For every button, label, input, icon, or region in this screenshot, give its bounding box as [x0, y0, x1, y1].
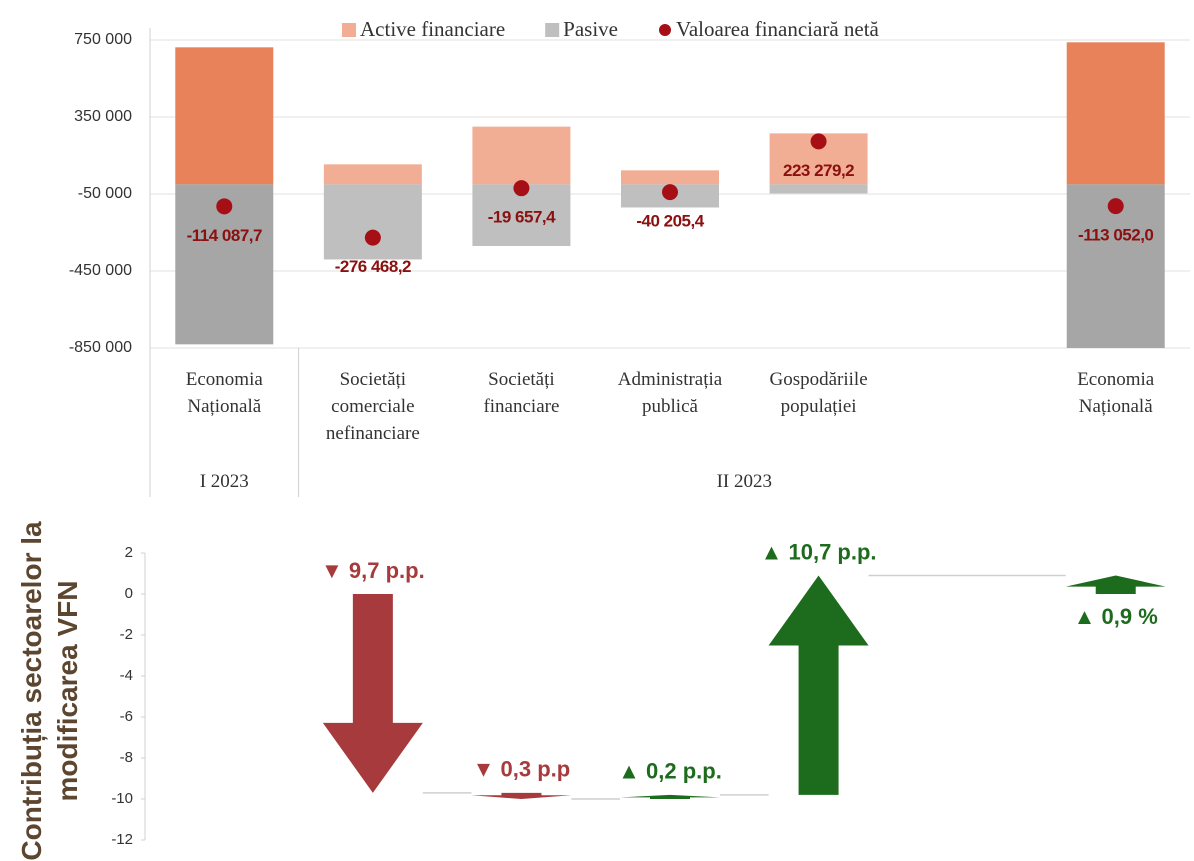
group-label: II 2023: [716, 471, 772, 492]
group-label: I 2023: [199, 471, 249, 492]
point: [1107, 198, 1124, 215]
y-tick-label: -12: [111, 831, 133, 848]
point: [513, 180, 530, 197]
data-label: -276 468,2: [335, 257, 411, 276]
y-tick-label: -6: [120, 708, 133, 725]
y-tick-label: -2: [120, 626, 133, 643]
x-tick-label: Economia Națională: [1077, 369, 1155, 417]
x-tick-label: Societăți financiare: [483, 369, 560, 417]
arrow: [768, 575, 869, 795]
legend-label: Pasive: [563, 17, 618, 41]
bar: [472, 126, 571, 185]
point: [216, 198, 233, 215]
x-tick-label: Administrația publică: [617, 369, 723, 417]
y-tick-label: 350 000: [74, 108, 132, 125]
legend-marker: [545, 23, 560, 37]
arrow: [471, 792, 572, 799]
bar: [323, 184, 422, 260]
y-tick-label: -4: [120, 667, 133, 684]
legend-label: Valoarea financiară netă: [676, 17, 880, 41]
y-tick-label: 0: [125, 585, 133, 602]
legend-label: Active financiare: [360, 17, 505, 41]
y-tick-label: 2: [125, 544, 133, 561]
data-label: ▲ 0,2 p.p.: [618, 759, 722, 784]
x-tick-label: Societăți comerciale nefinanciare: [325, 369, 420, 444]
arrow: [620, 794, 720, 799]
x-tick-label: Gospodăriile populației: [769, 369, 868, 417]
y-tick-label: 750 000: [74, 31, 132, 48]
bar: [175, 47, 274, 185]
x-tick-label: Economia Națională: [185, 369, 263, 417]
y-tick-label: -850 000: [69, 339, 132, 356]
bar: [769, 184, 868, 194]
y-tick-label: -10: [111, 790, 133, 807]
y-tick-label: -8: [120, 749, 133, 766]
arrow: [322, 594, 423, 793]
y-tick-label: -50 000: [78, 185, 132, 202]
data-label: -19 657,4: [488, 208, 556, 227]
data-label: -114 087,7: [187, 226, 262, 245]
bar: [1066, 42, 1165, 185]
data-label: -113 052,0: [1078, 226, 1153, 245]
bar: [323, 164, 422, 185]
legend-marker: [342, 23, 356, 37]
point: [810, 133, 827, 150]
data-label: ▼ 0,3 p.p: [473, 757, 571, 782]
bar: [621, 170, 719, 185]
y-tick-label: -450 000: [69, 262, 132, 279]
arrow: [1065, 575, 1166, 594]
data-label: ▲ 10,7 p.p.: [761, 539, 877, 564]
data-label: 223 279,2: [783, 161, 854, 180]
point: [662, 184, 678, 201]
point: [364, 229, 381, 246]
legend-marker: [659, 24, 671, 36]
y-axis-title: Contribuția sectoarelor la modificarea V…: [16, 521, 83, 861]
data-label: -40 205,4: [636, 212, 704, 231]
data-label: ▼ 9,7 p.p.: [321, 558, 425, 583]
data-label: ▲ 0,9 %: [1074, 604, 1158, 629]
